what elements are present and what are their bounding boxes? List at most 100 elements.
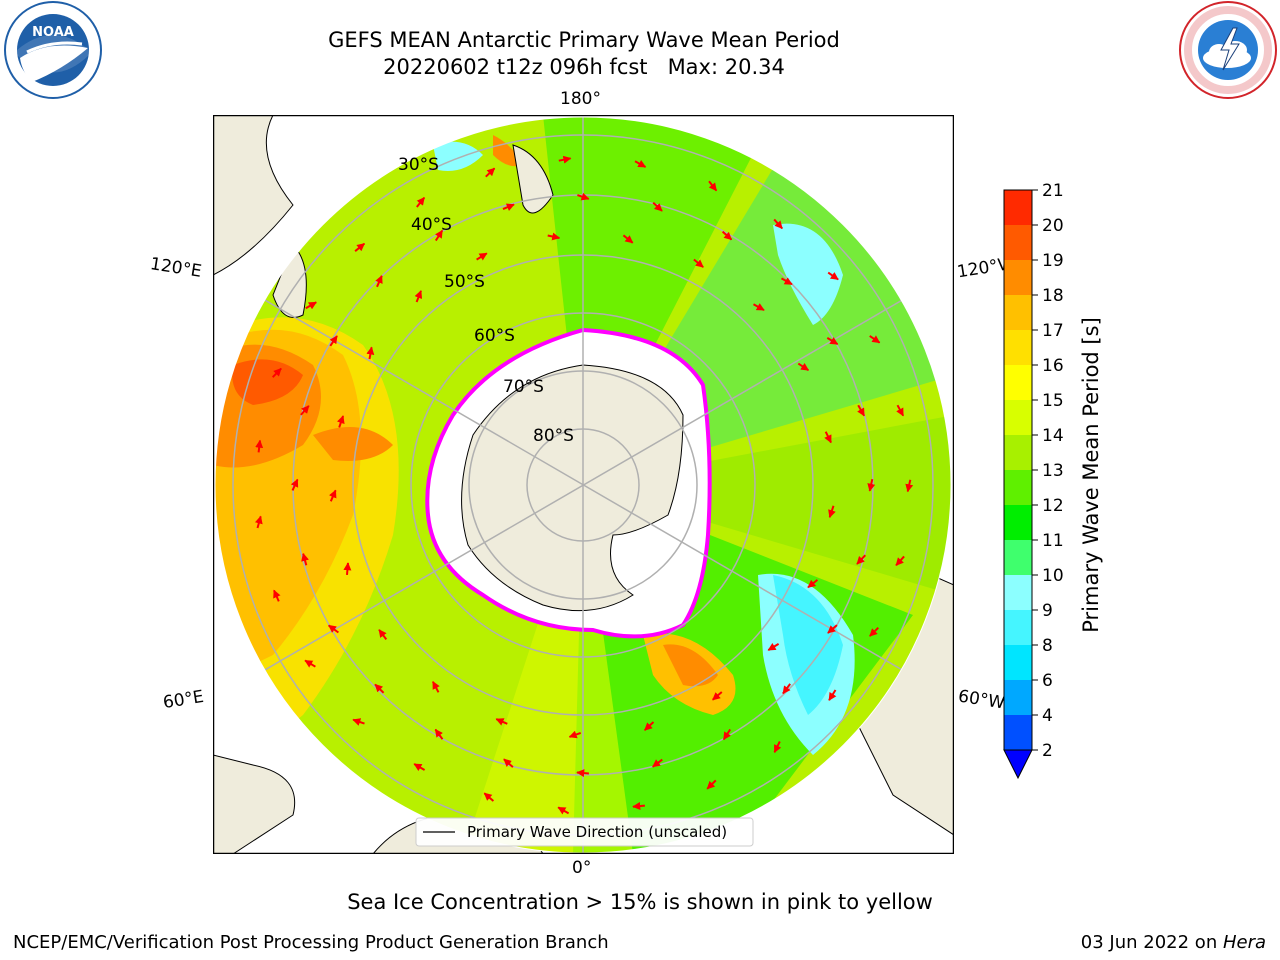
wave-arrow [721,230,733,241]
wave-arrow [706,779,717,790]
colorbar-tick-label: 10 [1042,566,1064,586]
colorbar-segment [1004,260,1032,295]
chart-title: GEFS MEAN Antarctic Primary Wave Mean Pe… [328,28,840,52]
wave-arrow [366,346,375,360]
wave-arrow [290,478,299,491]
lon-label-60e: 60°E [161,686,206,714]
chart-subtitle: 20220602 t12z 096h fcst Max: 20.34 [383,55,785,79]
colorbar-segment [1004,505,1032,540]
wave-arrow [753,303,765,311]
colorbar-tick-label: 16 [1042,356,1064,376]
wave-arrow [414,290,423,303]
colorbar-tick-label: 4 [1042,706,1053,726]
wave-arrow [476,252,488,261]
wave-arrow [273,589,281,602]
wave-arrow [577,192,590,201]
wave-arrow [495,718,508,726]
wave-arrow [329,335,338,347]
wave-arrow [644,721,655,731]
wave-arrow [693,258,704,268]
wave-arrow [652,201,663,212]
wave-arrow [896,404,905,417]
wave-arrow [797,362,810,372]
colorbar-segment [1004,470,1032,505]
colorbar-tick-label: 11 [1042,531,1064,551]
wave-arrow [827,624,838,634]
colorbar-segment [1004,680,1032,715]
wave-arrow [622,234,634,244]
wave-arrow [343,562,352,575]
wave-arrow [652,758,663,768]
wave-arrow [767,642,780,651]
wave-arrow [905,479,914,493]
wave-arrow [502,203,515,211]
wave-arrow [867,478,876,492]
wave-arrow [271,367,282,378]
credit-host: Hera [1222,932,1266,953]
wave-arrow [254,515,263,529]
wave-arrow [712,691,723,701]
colorbar-tick-label: 6 [1042,671,1053,691]
colorbar-segment [1004,715,1032,750]
lon-label-0: 0° [572,858,592,878]
lat-label-80s: 80°S [533,426,574,446]
credit-left: NCEP/EMC/Verification Post Processing Pr… [13,932,609,953]
wave-arrow [869,626,880,637]
lat-label-60s: 60°S [474,326,515,346]
lat-label-40s: 40°S [411,215,452,235]
colorbar-tick-label: 20 [1042,216,1064,236]
colorbar-segment [1004,365,1032,400]
wave-arrow [374,683,385,694]
colorbar-tick-label: 8 [1042,636,1053,656]
wave-arrow [856,554,867,565]
wave-arrow [305,301,317,310]
colorbar-tick-label: 14 [1042,426,1064,446]
wave-arrow [568,730,582,739]
lon-label-180: 180° [560,89,601,109]
colorbar-tick-label: 2 [1042,741,1053,761]
wave-arrow [826,337,839,346]
wave-arrow [722,728,732,741]
wave-arrow [547,232,561,241]
polar-map: 30°S 40°S 50°S 60°S 70°S 80°S Primary Wa… [213,115,954,854]
colorbar-segment [1004,295,1032,330]
wave-arrow [434,229,444,242]
nws-logo-icon [1179,1,1277,99]
wave-arrow [557,806,570,815]
colorbar-tick-label: 18 [1042,286,1064,306]
map-legend: Primary Wave Direction (unscaled) [415,817,754,847]
wave-arrow [781,277,793,286]
lat-label-30s: 30°S [398,155,439,175]
wave-arrow [782,683,792,695]
colorbar-tick-label: 13 [1042,461,1064,481]
wave-direction-arrows [254,155,914,815]
noaa-logo-icon: NOAA [4,1,102,99]
colorbar-tick-label: 17 [1042,321,1064,341]
wave-arrow [807,579,819,589]
wave-arrow [416,196,426,208]
lon-label-120e: 120°E [148,254,203,282]
credit-right: 03 Jun 2022 on Hera [1081,932,1266,953]
colorbar-segment [1004,190,1032,225]
wave-arrow [869,335,881,344]
credit-date: 03 Jun 2022 on [1080,932,1223,953]
svg-text:NOAA: NOAA [32,25,74,40]
wave-arrow [485,167,496,178]
wave-arrow [857,404,866,417]
wave-arrow [255,439,264,453]
colorbar-segment [1004,540,1032,575]
wave-arrow [632,802,645,811]
wave-arrow [434,728,444,740]
colorbar-segment [1004,330,1032,365]
wave-arrow [378,629,388,641]
colorbar-segment [1004,225,1032,260]
wave-arrow [432,680,440,693]
wave-arrow [354,242,366,252]
wave-arrow [352,718,365,726]
colorbar-segment [1004,435,1032,470]
colorbar-tick-label: 19 [1042,251,1064,271]
colorbar-segment [1004,400,1032,435]
lat-label-70s: 70°S [503,377,544,397]
wave-arrow [336,415,345,428]
colorbar-segment [1004,575,1032,610]
